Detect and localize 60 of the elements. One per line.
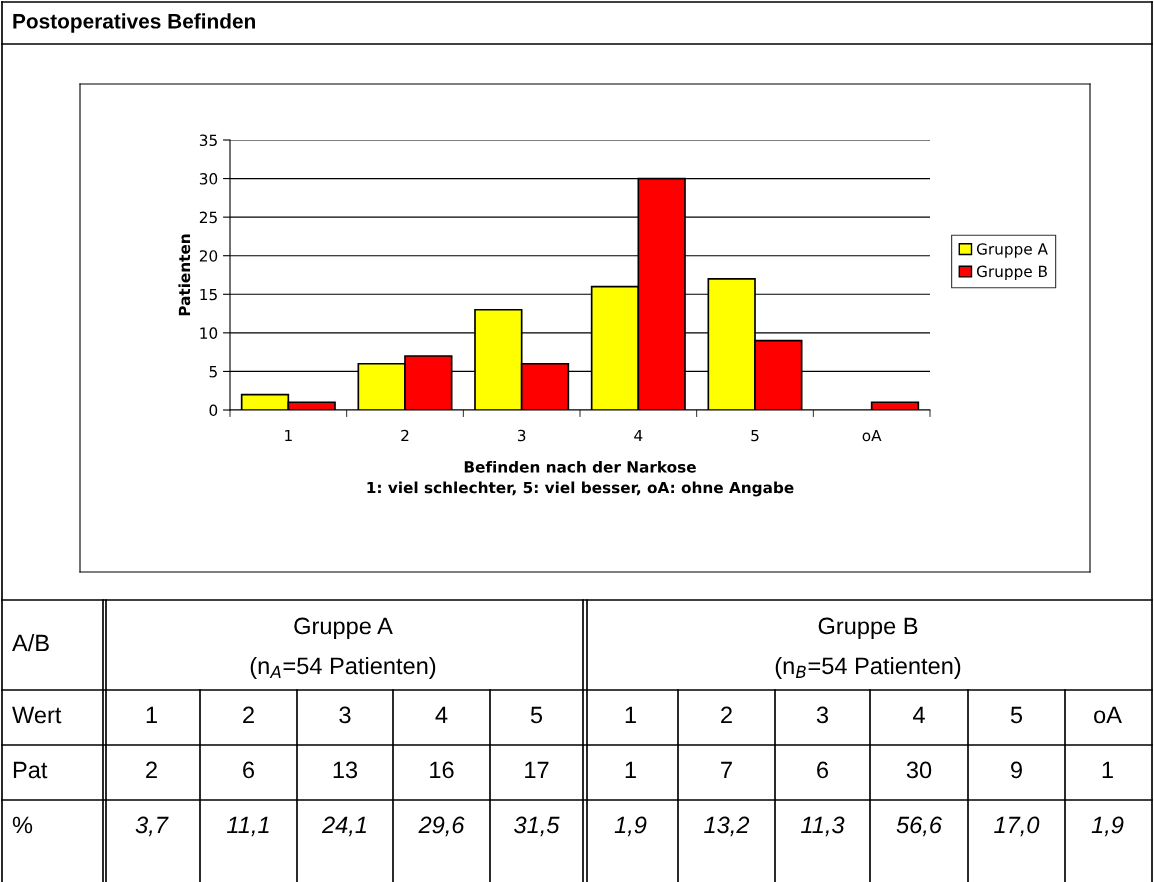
text: (n$_{B}$=54 Patienten) — [775, 656, 961, 679]
x-tick-label: 1 — [285, 429, 292, 442]
chart-title: Postoperatives Befinden — [13, 13, 255, 33]
text: 4 — [435, 706, 448, 724]
x-tick-label: oA — [862, 429, 882, 442]
text: 1 — [146, 706, 157, 724]
x-axis-title: Befinden nach der Narkose 1: viel schlechter, 5: viel besser, oA: ohne Angabe — [367, 460, 794, 497]
text: 9 — [1011, 761, 1022, 779]
text: 3 — [339, 706, 351, 724]
text: 29,6 — [418, 816, 465, 837]
text: (n$_{A}$=54 Patienten) — [250, 656, 436, 679]
text: 4 — [912, 706, 925, 724]
text: 1 — [625, 761, 636, 779]
text: 6 — [817, 761, 829, 779]
text: 17 — [525, 761, 549, 779]
text: 13,2 — [704, 816, 750, 837]
text: 6 — [243, 761, 255, 779]
x-tick-label: 4 — [634, 429, 643, 442]
y-tick-label: 0 — [209, 404, 218, 417]
y-tick-label: 5 — [209, 366, 217, 378]
text: 13 — [333, 761, 358, 779]
x-tick-label: 3 — [517, 429, 526, 442]
text: Pat — [13, 761, 48, 779]
text: oA — [1094, 706, 1122, 724]
text: 1,9 — [614, 816, 647, 837]
text: 3,7 — [135, 816, 169, 837]
text: 2 — [146, 761, 157, 779]
text: 7 — [721, 761, 732, 779]
text: 2 — [243, 706, 254, 724]
text: 17,0 — [994, 816, 1040, 837]
legend-label: Gruppe A — [976, 243, 1048, 258]
text: 1,9 — [1091, 816, 1124, 837]
text: 5 — [530, 706, 543, 724]
text: Gruppe A — [294, 617, 393, 640]
text: 1 — [625, 706, 636, 724]
text: 5 — [1010, 706, 1023, 724]
text: Wert — [12, 706, 62, 724]
text: 31,5 — [514, 816, 560, 837]
text: 11,3 — [801, 816, 845, 837]
y-tick-label: 35 — [199, 134, 217, 147]
y-tick-label: 30 — [199, 173, 218, 185]
y-tick-label: 20 — [199, 250, 218, 262]
text: A/B — [12, 633, 49, 652]
text: Gruppe B — [818, 617, 918, 640]
legend-label: Gruppe B — [976, 265, 1047, 281]
text: 3 — [816, 706, 829, 724]
x-tick-label: 2 — [401, 429, 409, 442]
text: 16 — [430, 761, 454, 779]
y-axis-title: Patienten — [178, 234, 191, 316]
y-tick-label: 25 — [199, 211, 217, 224]
text: 11,1 — [227, 816, 269, 837]
text: 56,6 — [896, 816, 942, 837]
y-tick-label: 10 — [200, 327, 218, 339]
text: 1 — [1102, 761, 1113, 779]
text: % — [12, 816, 33, 834]
y-tick-label: 15 — [200, 288, 217, 301]
x-tick-label: 5 — [751, 429, 759, 442]
text: 2 — [721, 706, 732, 724]
text: 30 — [906, 761, 932, 779]
text: 24,1 — [321, 816, 366, 837]
